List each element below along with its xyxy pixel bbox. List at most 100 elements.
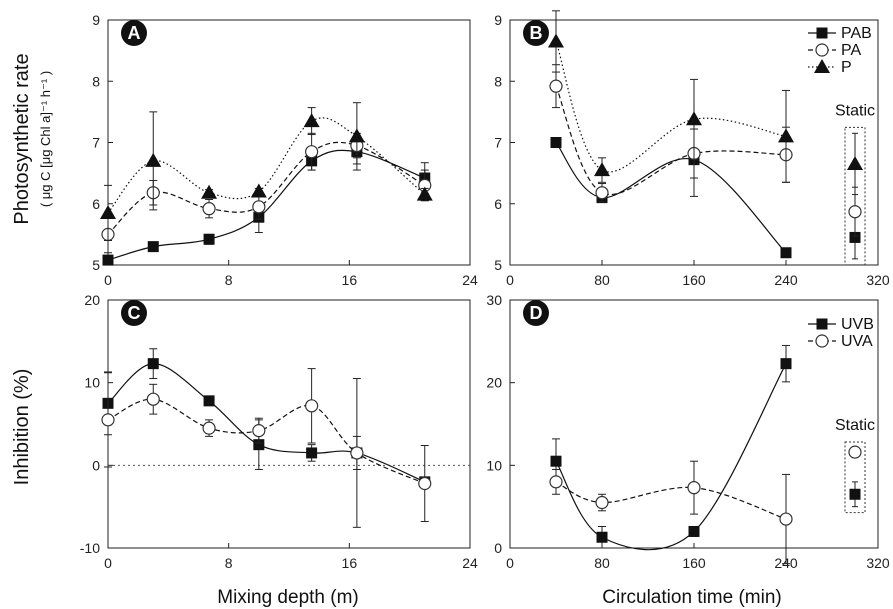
y-tick-label: 20	[84, 292, 100, 308]
data-point	[688, 482, 700, 494]
series-line	[556, 143, 786, 253]
y-tick-label: 5	[494, 257, 502, 273]
series-uvb	[103, 349, 431, 488]
x-tick-label: 16	[342, 555, 358, 571]
y-tick-label: 9	[494, 12, 502, 28]
y-title-bottom: Inhibition (%)	[11, 369, 33, 486]
y-tick-label: 8	[92, 73, 100, 89]
x-tick-label: 8	[225, 555, 233, 571]
y-tick-label: 8	[494, 73, 502, 89]
data-point	[148, 241, 159, 252]
y-tick-label: 10	[84, 375, 100, 391]
data-point	[204, 234, 215, 245]
panel-a: 5 6 7 8 9 0 8 16 24 A	[92, 12, 478, 288]
legend-marker	[816, 44, 828, 56]
y-tick-label: 0	[92, 457, 100, 473]
series-p	[100, 103, 433, 241]
data-point	[594, 162, 610, 176]
panel-letter: B	[530, 23, 543, 43]
data-point	[351, 447, 363, 459]
x-tick-label: 80	[594, 555, 610, 571]
x-tick-label: 160	[682, 555, 706, 571]
legend-marker	[816, 335, 828, 347]
x-tick-label: 24	[462, 555, 478, 571]
plot-frame	[108, 20, 470, 265]
y-title-top-units: ( μg C [μg Chl a]⁻¹ h⁻¹ )	[38, 71, 53, 207]
y-tick-label: 7	[494, 135, 502, 151]
data-point	[781, 247, 792, 258]
x-title-right: Circulation time (min)	[602, 587, 781, 608]
data-point	[100, 205, 116, 219]
data-point	[551, 456, 562, 467]
x-tick-label: 0	[506, 272, 514, 288]
series-line	[556, 41, 786, 172]
series-pa	[102, 133, 431, 252]
data-point	[306, 447, 317, 458]
y-tick-label: 0	[494, 540, 502, 556]
data-point	[778, 128, 794, 142]
plot-frame	[108, 300, 470, 548]
data-point	[203, 422, 215, 434]
legend-marker	[817, 28, 828, 39]
data-point	[103, 255, 114, 266]
data-point	[781, 358, 792, 369]
data-point	[145, 153, 161, 167]
legend-label: UVB	[841, 316, 874, 333]
data-point	[550, 476, 562, 488]
data-point	[253, 425, 265, 437]
x-tick-label: 0	[506, 555, 514, 571]
series-line	[556, 86, 786, 194]
y-tick-label: 5	[92, 257, 100, 273]
data-point	[253, 201, 265, 213]
series-line	[108, 399, 425, 483]
panel-letter: C	[128, 303, 141, 323]
data-point	[204, 395, 215, 406]
x-tick-label: 160	[682, 272, 706, 288]
x-tick-label: 240	[774, 272, 798, 288]
x-tick-label: 320	[866, 272, 890, 288]
y-tick-label: 10	[486, 457, 502, 473]
x-title-left: Mixing depth (m)	[217, 587, 359, 608]
panel-b: 5 6 7 8 9 0 80 160 240 320 Static B	[494, 11, 890, 288]
x-tick-label: 24	[462, 272, 478, 288]
static-point	[847, 156, 863, 170]
series-p	[548, 11, 794, 183]
data-point	[551, 137, 562, 148]
static-label: Static	[835, 102, 875, 119]
data-point	[304, 113, 320, 127]
data-point	[251, 184, 267, 198]
y-title-top: Photosynthetic rate	[11, 53, 33, 224]
data-point	[349, 128, 365, 142]
data-point	[147, 393, 159, 405]
data-point	[102, 414, 114, 426]
data-point	[148, 358, 159, 369]
series-line	[556, 482, 786, 519]
series-pab	[551, 123, 792, 258]
x-tick-label: 320	[866, 555, 890, 571]
x-tick-label: 0	[104, 272, 112, 288]
data-point	[780, 513, 792, 525]
static-point	[849, 446, 861, 458]
y-tick-label: -10	[80, 540, 100, 556]
x-tick-label: 16	[342, 272, 358, 288]
x-tick-label: 8	[225, 272, 233, 288]
series-line	[556, 364, 786, 550]
y-tick-label: 6	[92, 196, 100, 212]
series-uvb	[551, 345, 792, 549]
data-point	[306, 400, 318, 412]
legend-label: UVA	[841, 333, 873, 350]
legend-label: PA	[841, 42, 861, 59]
static-point	[850, 489, 861, 500]
y-tick-label: 20	[486, 375, 502, 391]
legend-label: PAB	[841, 25, 872, 42]
data-point	[689, 526, 700, 537]
panel-letter: D	[530, 303, 543, 323]
legend-marker	[817, 319, 828, 330]
y-tick-label: 30	[486, 292, 502, 308]
